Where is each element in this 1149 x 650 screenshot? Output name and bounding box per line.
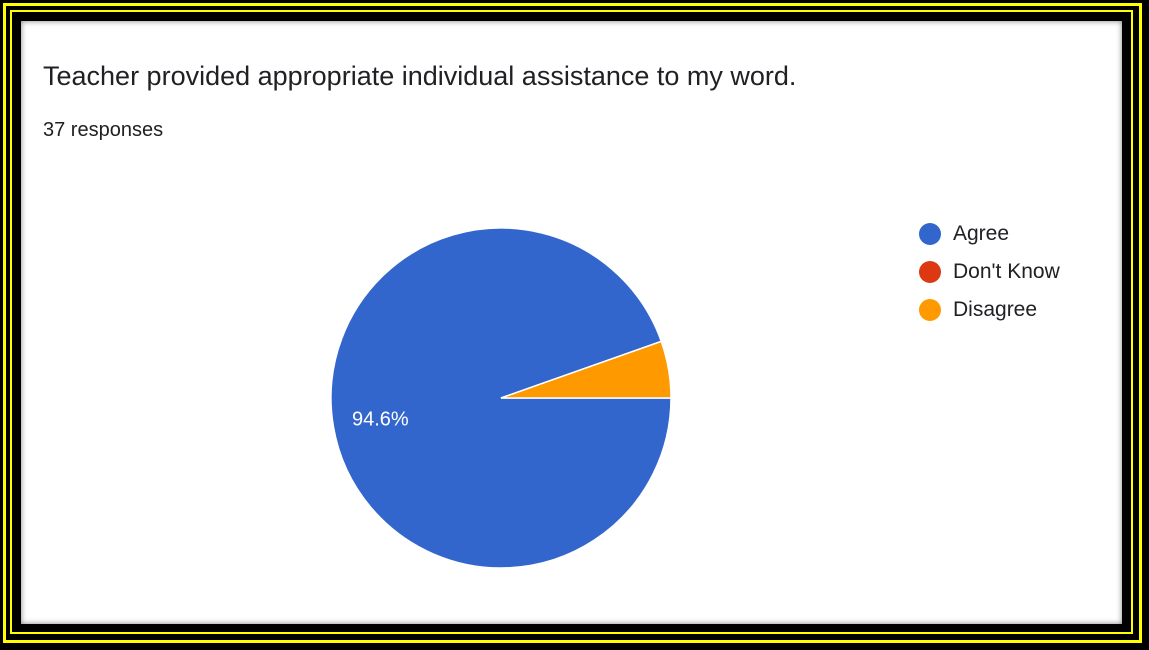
- pie-slice-disagree: [500, 340, 672, 399]
- chart-card: Teacher provided appropriate individual …: [21, 21, 1122, 624]
- pie-label-agree: 94.6%: [352, 409, 409, 431]
- legend-item-dont-know: Don't Know: [919, 253, 1060, 291]
- legend-label-dont-know: Don't Know: [953, 260, 1060, 283]
- response-count: 37 responses: [43, 119, 164, 141]
- legend-swatch-disagree: [919, 299, 941, 321]
- legend-item-disagree: Disagree: [919, 291, 1060, 329]
- legend-swatch-agree: [919, 223, 941, 245]
- legend-label-disagree: Disagree: [953, 298, 1038, 321]
- legend-swatch-dont-know: [919, 261, 941, 283]
- chart-title: Teacher provided appropriate individual …: [43, 61, 797, 91]
- pie-chart: 94.6%: [330, 227, 672, 569]
- legend-item-agree: Agree: [919, 215, 1060, 253]
- legend-label-agree: Agree: [953, 222, 1010, 245]
- chart-legend: Agree Don't Know Disagree: [919, 215, 1060, 329]
